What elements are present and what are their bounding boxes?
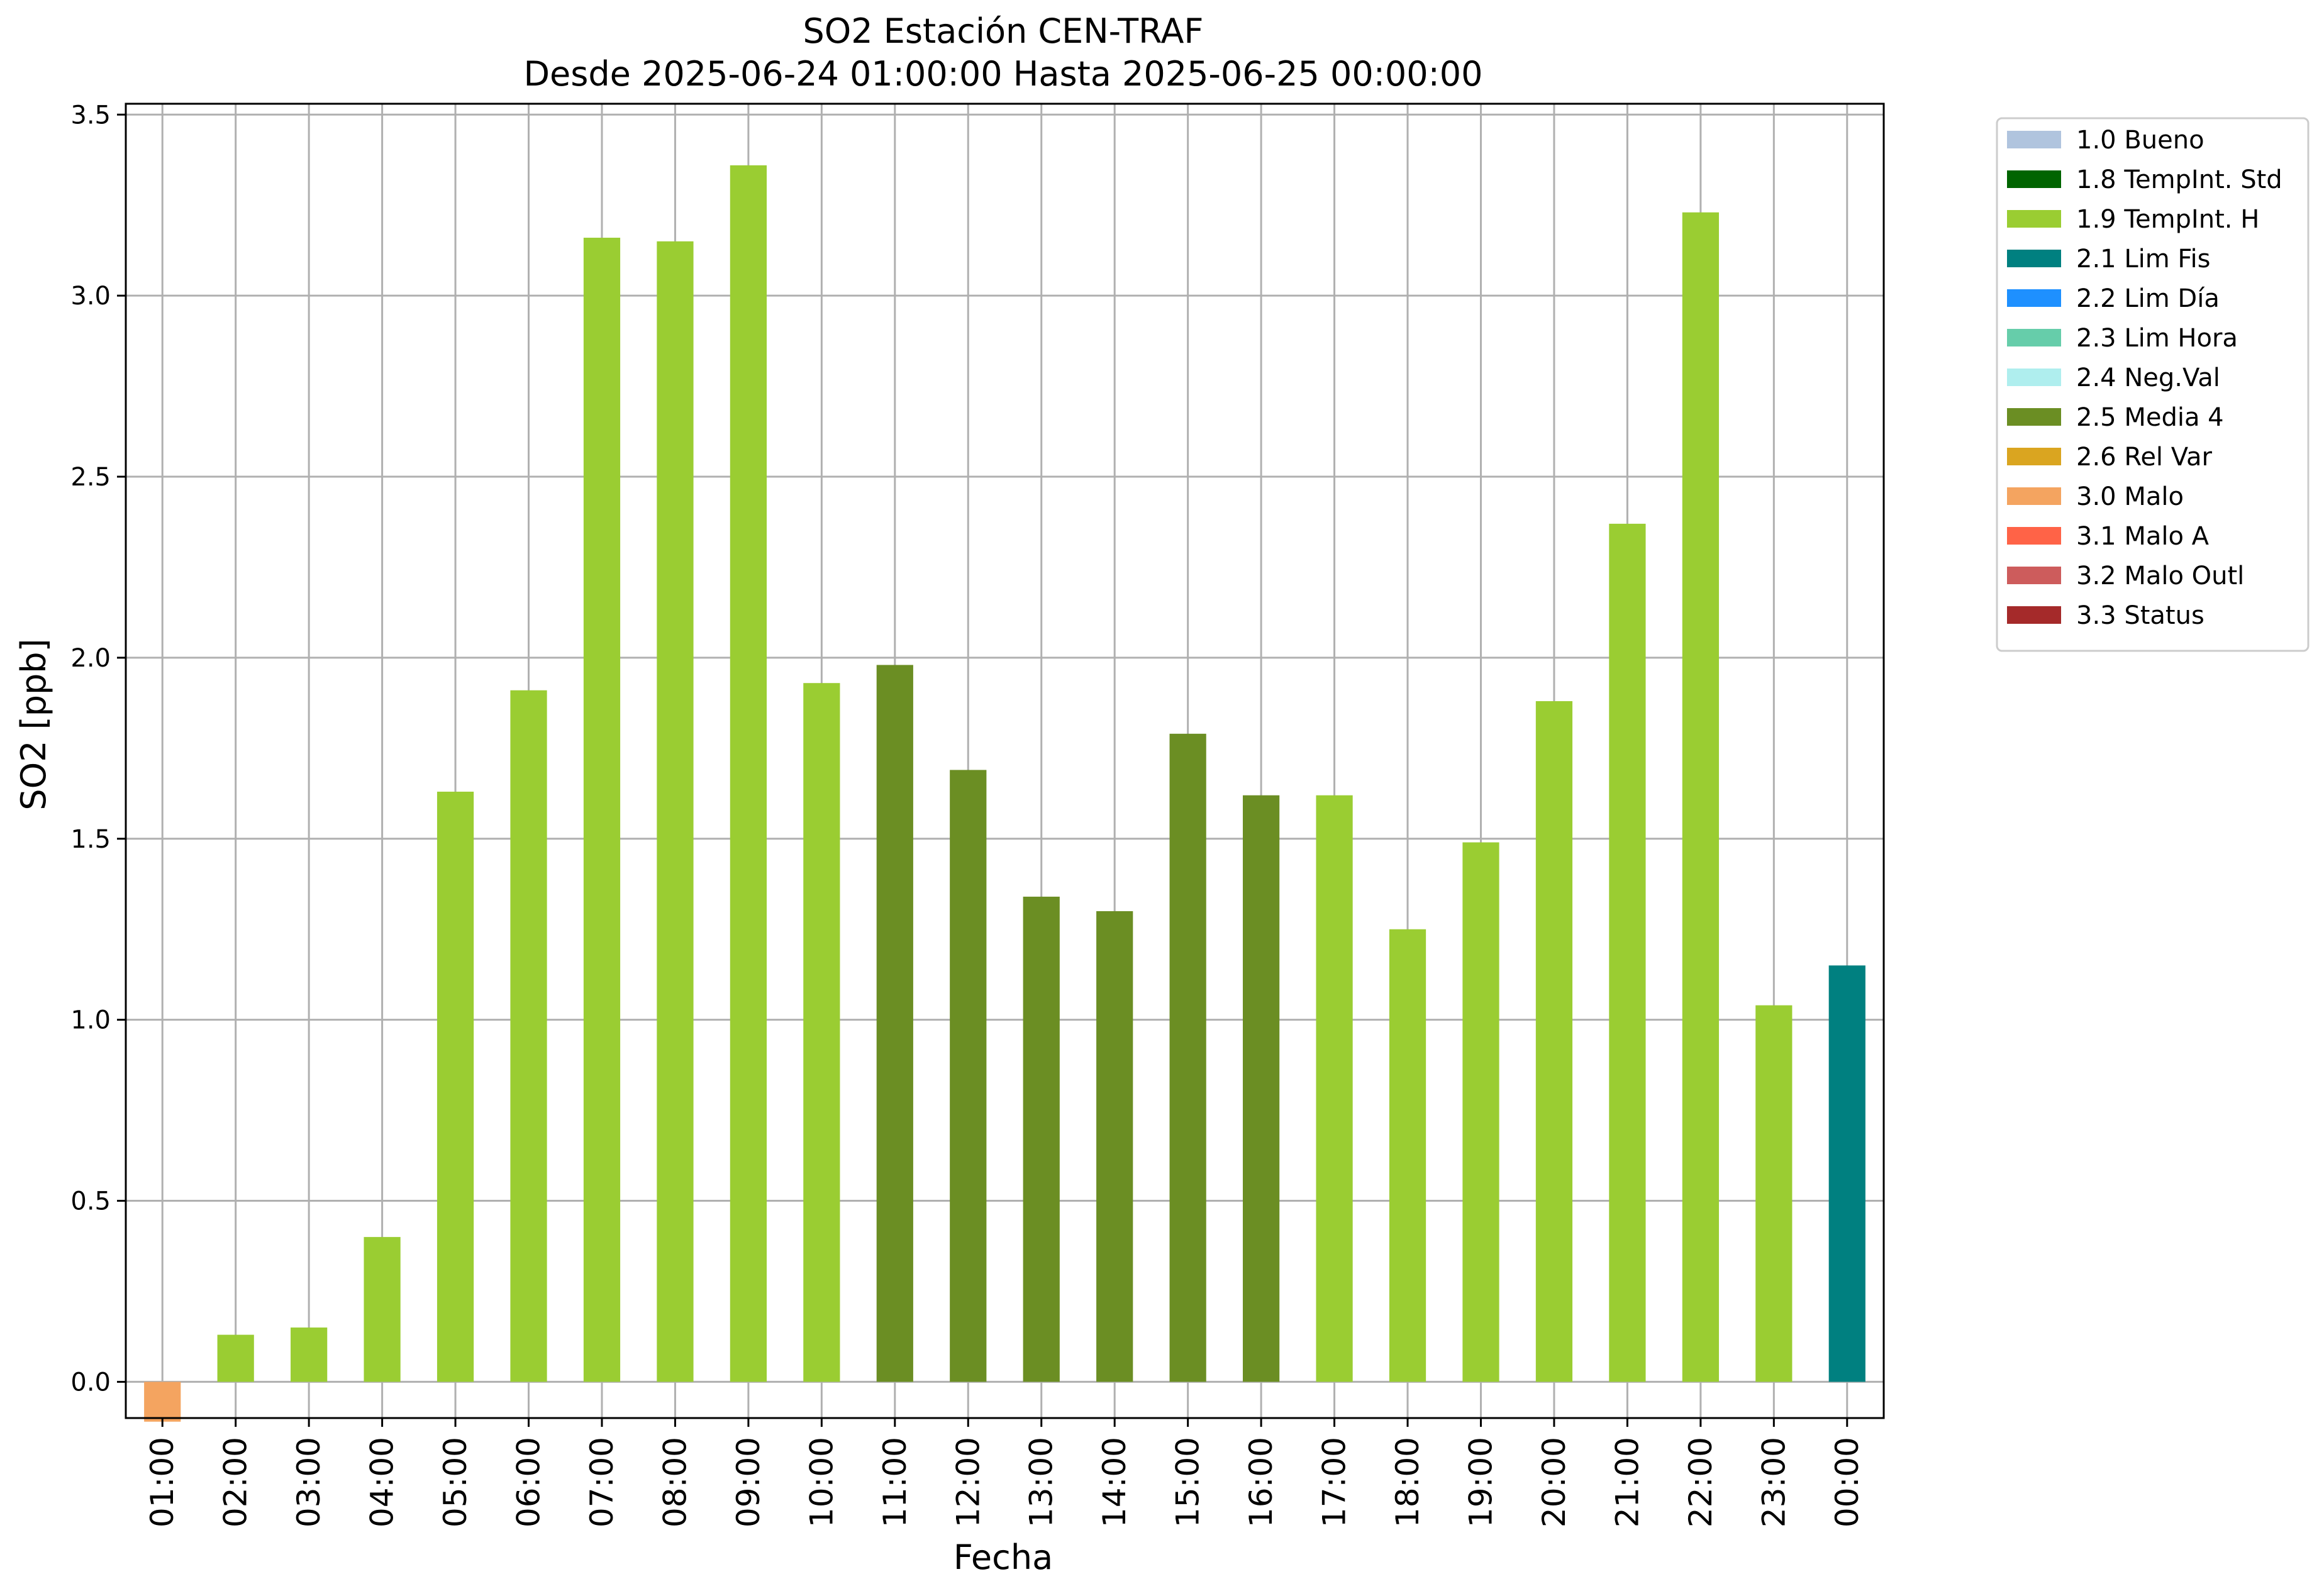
y-tick-label: 3.5: [70, 101, 111, 130]
bar-1000: [803, 683, 840, 1382]
bar-0000: [1828, 965, 1865, 1382]
y-tick-label: 0.0: [70, 1368, 111, 1397]
x-tick-label: 12:00: [950, 1437, 986, 1527]
x-axis-label: Fecha: [954, 1538, 1053, 1577]
x-tick-label: 09:00: [730, 1437, 767, 1527]
bar-0800: [657, 241, 694, 1382]
bar-1400: [1096, 911, 1133, 1382]
legend-label: 3.1 Malo A: [2076, 522, 2210, 551]
x-tick-label: 13:00: [1023, 1437, 1060, 1527]
chart-subtitle: Desde 2025-06-24 01:00:00 Hasta 2025-06-…: [523, 54, 1482, 94]
legend-swatch: [2007, 527, 2061, 545]
legend-swatch: [2007, 369, 2061, 386]
y-tick-label: 1.5: [70, 825, 111, 854]
bar-0500: [436, 791, 474, 1382]
y-tick-label: 1.0: [70, 1006, 111, 1035]
bar-series: [144, 165, 1865, 1422]
legend-label: 1.9 TempInt. H: [2076, 205, 2259, 234]
x-tick-label: 14:00: [1096, 1437, 1133, 1527]
x-tick-label: 05:00: [437, 1437, 474, 1527]
plot-area-frame: [125, 103, 1885, 1419]
bar-0400: [364, 1237, 401, 1382]
legend-label: 2.3 Lim Hora: [2076, 324, 2238, 353]
legend-swatch: [2007, 170, 2061, 188]
legend-label: 3.2 Malo Outl: [2076, 562, 2244, 590]
x-tick-label: 06:00: [511, 1437, 547, 1527]
bar-2100: [1609, 523, 1646, 1382]
legend-swatch: [2007, 606, 2061, 624]
x-tick-label: 08:00: [657, 1437, 693, 1527]
legend-label: 3.3 Status: [2076, 601, 2204, 630]
bar-1900: [1462, 842, 1499, 1382]
legend-swatch: [2007, 567, 2061, 584]
legend-label: 2.4 Neg.Val: [2076, 363, 2220, 392]
bar-0900: [730, 165, 767, 1382]
x-tick-label: 18:00: [1389, 1437, 1426, 1527]
bar-0600: [510, 690, 547, 1382]
x-tick-label: 16:00: [1243, 1437, 1279, 1527]
legend-swatch: [2007, 289, 2061, 307]
legend-frame: [1996, 117, 2310, 652]
y-axis-label: SO2 [ppb]: [14, 638, 53, 810]
legend-swatch: [2007, 329, 2061, 346]
legend-label: 3.0 Malo: [2076, 482, 2184, 511]
bar-1600: [1242, 795, 1280, 1382]
x-tick-label: 17:00: [1316, 1437, 1353, 1527]
y-tick-label: 2.5: [70, 463, 111, 492]
legend-label: 2.1 Lim Fis: [2076, 245, 2210, 274]
y-tick-label: 3.0: [70, 282, 111, 311]
x-tick-label: 07:00: [584, 1437, 620, 1527]
x-tick-label: 10:00: [803, 1437, 840, 1527]
bar-0300: [291, 1327, 328, 1382]
legend: 1.0 Bueno 1.8 TempInt. Std 1.9 TempInt. H 2…: [1996, 117, 2310, 652]
x-tick-label: 23:00: [1755, 1437, 1792, 1527]
y-tick-label: 0.5: [70, 1187, 111, 1216]
bar-1700: [1316, 795, 1353, 1382]
bar-2300: [1755, 1005, 1793, 1382]
x-tick-label: 04:00: [364, 1437, 401, 1527]
legend-swatch: [2007, 487, 2061, 505]
legend-swatch: [2007, 210, 2061, 228]
legend-label: 2.6 Rel Var: [2076, 443, 2213, 472]
bar-0700: [583, 238, 621, 1382]
x-tick-label: 20:00: [1536, 1437, 1572, 1527]
x-tick-label: 22:00: [1682, 1437, 1719, 1527]
y-tick-label: 2.0: [70, 644, 111, 673]
legend-swatch: [2007, 131, 2061, 148]
x-tick-label: 02:00: [218, 1437, 254, 1527]
x-tick-label: 03:00: [291, 1437, 327, 1527]
bar-2200: [1682, 212, 1719, 1382]
bar-1200: [950, 770, 987, 1382]
x-tick-label: 21:00: [1609, 1437, 1645, 1527]
bar-0100: [144, 1382, 181, 1422]
x-tick-label: 00:00: [1829, 1437, 1865, 1527]
bar-2000: [1535, 701, 1573, 1382]
bar-1100: [876, 665, 913, 1382]
legend-swatch: [2007, 448, 2061, 465]
y-axis-ticks: 0.0 0.5 1.0 1.5 2.0 2.5 3.0 3.5: [70, 101, 126, 1397]
chart-title: SO2 Estación CEN-TRAF: [803, 11, 1203, 51]
x-tick-label: 11:00: [877, 1437, 913, 1527]
bar-0200: [217, 1334, 254, 1382]
legend-label: 1.0 Bueno: [2076, 126, 2204, 155]
bar-1500: [1169, 733, 1206, 1382]
x-tick-label: 19:00: [1462, 1437, 1499, 1527]
bar-1800: [1389, 929, 1426, 1382]
legend-label: 2.5 Media 4: [2076, 403, 2224, 432]
x-axis-ticks: 01:00 02:00 03:00 04:00 05:00 06:00 07:00 08:00…: [144, 1418, 1865, 1527]
x-tick-label: 15:00: [1170, 1437, 1206, 1527]
legend-label: 2.2 Lim Día: [2076, 284, 2220, 313]
bar-1300: [1023, 896, 1060, 1382]
legend-swatch: [2007, 250, 2061, 267]
legend-label: 1.8 TempInt. Std: [2076, 165, 2282, 194]
legend-swatch: [2007, 408, 2061, 426]
x-tick-label: 01:00: [144, 1437, 181, 1527]
